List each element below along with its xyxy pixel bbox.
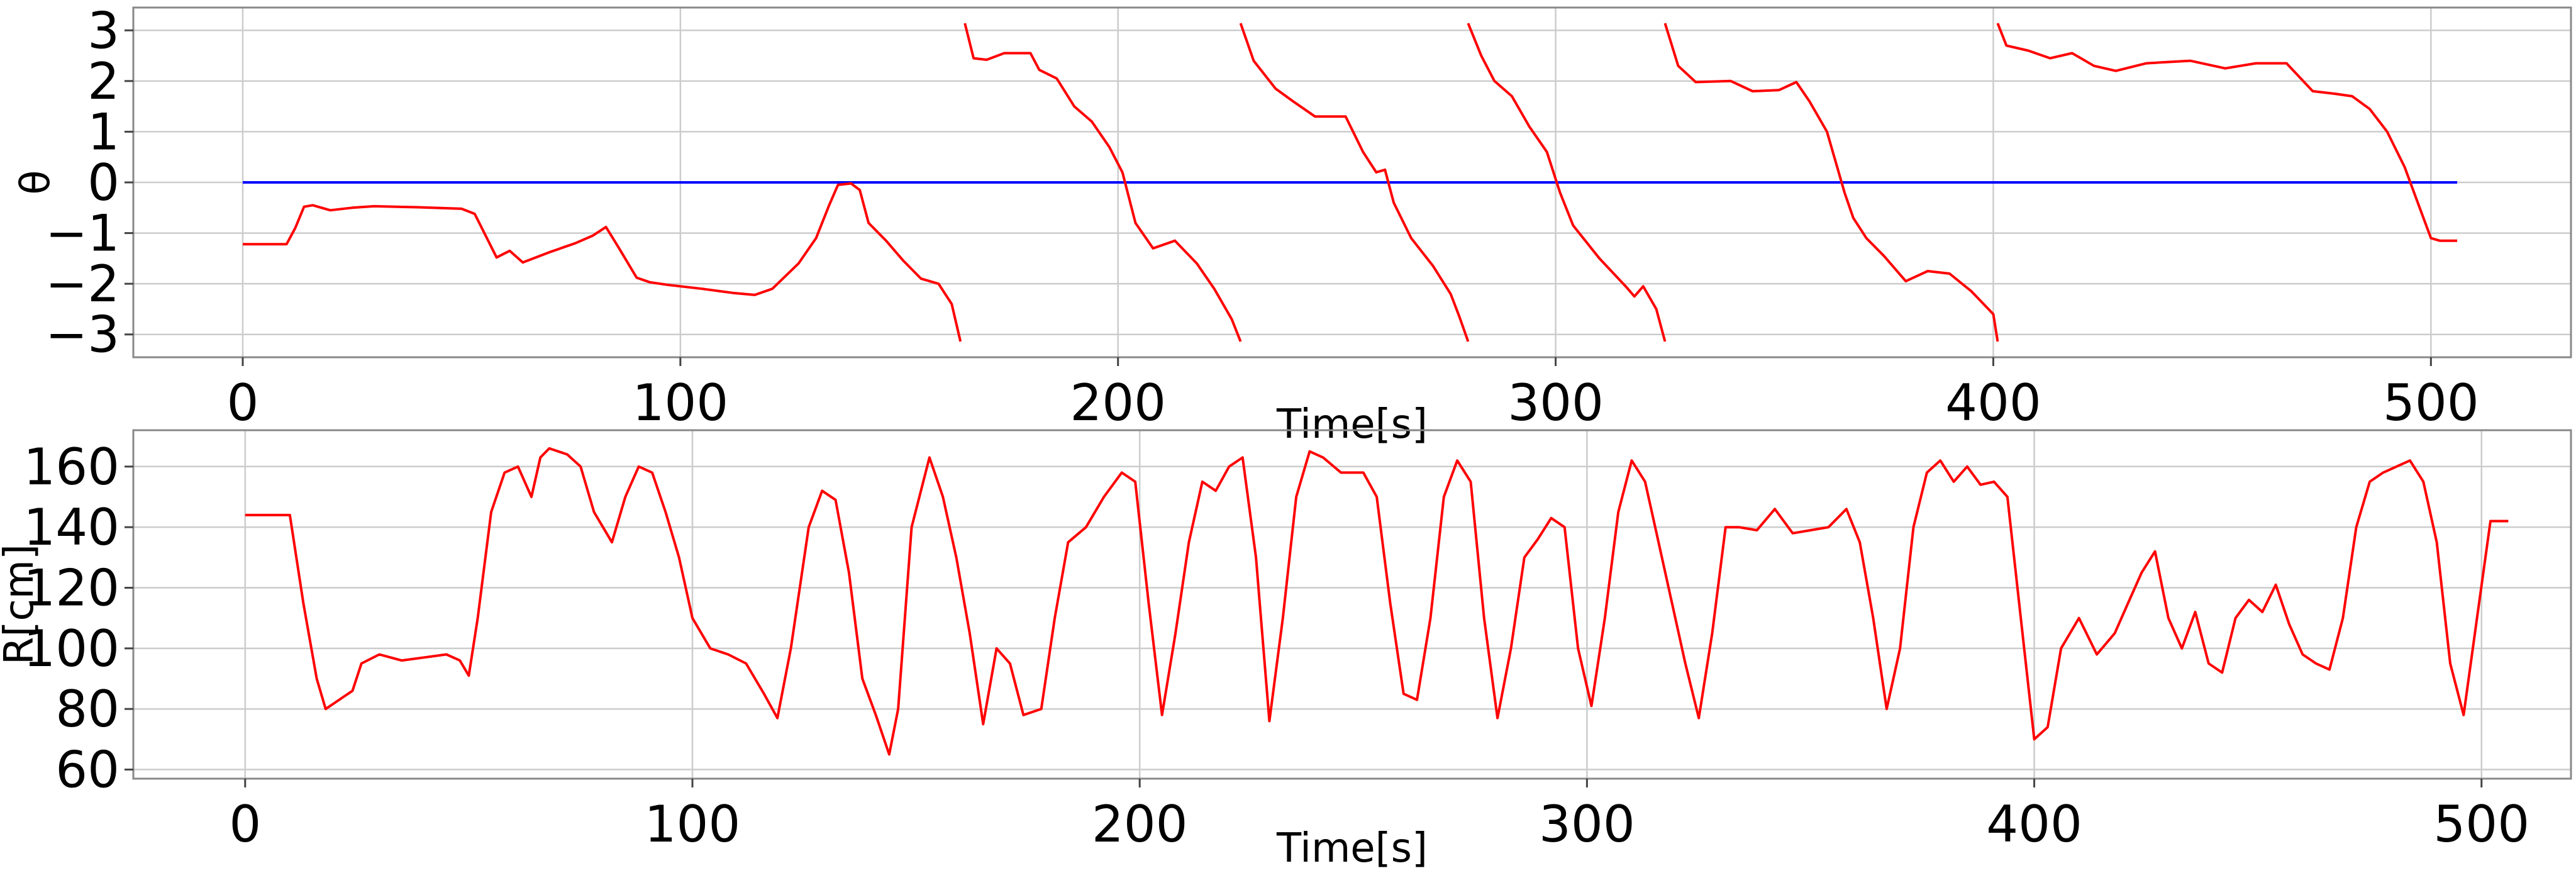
x-axis-label: Time[s] xyxy=(1276,825,1428,872)
x-axis-label: Time[s] xyxy=(1276,401,1428,448)
radius-chart: 0 100 200 300 400 5001601401201008060Time[s]R… xyxy=(0,429,2572,872)
y-tick-label: 160 xyxy=(23,438,119,496)
x-tick-label: 500 xyxy=(2433,795,2529,854)
y-tick-label: 100 xyxy=(23,620,119,678)
x-tick-label: 100 xyxy=(645,795,741,854)
x-tick-label: 200 xyxy=(1092,795,1188,854)
y-tick-label: 60 xyxy=(55,741,119,799)
y-tick-label: −2 xyxy=(45,255,119,313)
x-tick-label: 300 xyxy=(1539,795,1635,854)
grid xyxy=(133,430,2571,779)
x-tick-label: 100 xyxy=(632,374,728,432)
series-1-segment-2 xyxy=(1239,23,1470,342)
y-tick-label: 140 xyxy=(23,498,119,557)
y-tick-label: 1 xyxy=(87,103,119,161)
y-tick-label: −3 xyxy=(45,306,119,364)
x-tick-label: 200 xyxy=(1070,374,1166,432)
y-tick-label: 2 xyxy=(87,52,119,111)
y-tick-label: −1 xyxy=(45,204,119,263)
series-1-segment-3 xyxy=(1467,23,1667,342)
series-1-segment-4 xyxy=(1663,23,1999,342)
y-tick-label: 80 xyxy=(55,680,119,738)
series-1-segment-0 xyxy=(243,182,962,342)
x-tick-label: 0 xyxy=(229,795,261,854)
x-tick-label: 400 xyxy=(1986,795,2082,854)
y-tick-label: 0 xyxy=(87,153,119,212)
x-tick-label: 0 xyxy=(227,374,259,432)
y-tick-label: 120 xyxy=(23,559,119,618)
x-tick-label: 500 xyxy=(2383,374,2479,432)
series-1-segment-1 xyxy=(963,23,1242,342)
y-tick-label: 3 xyxy=(87,1,119,60)
series-1-segment-5 xyxy=(1996,23,2458,242)
plot-frame xyxy=(132,429,2572,780)
x-tick-label: 300 xyxy=(1507,374,1604,432)
x-tick-label: 400 xyxy=(1945,374,2041,432)
y-axis-label: R[cm] xyxy=(0,544,43,665)
series-0-segment-0 xyxy=(245,447,2509,756)
y-axis-label: θ xyxy=(13,170,59,194)
